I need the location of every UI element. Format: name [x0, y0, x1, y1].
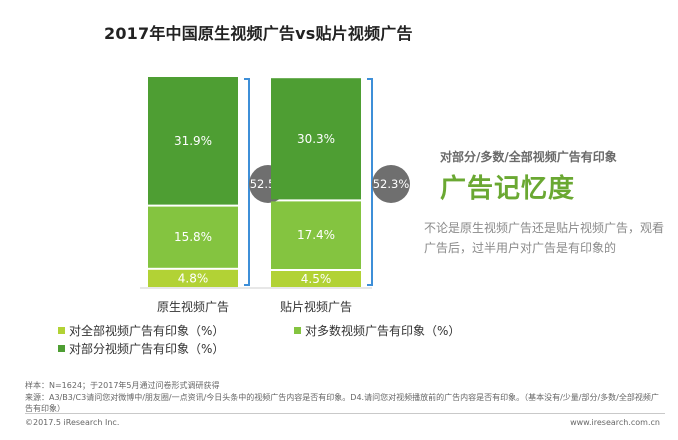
category-label: 原生视频广告 [157, 299, 229, 314]
website-text: www.iresearch.com.cn [570, 418, 660, 427]
legend-swatch-most [294, 327, 301, 334]
bar-value-label: 17.4% [297, 228, 335, 242]
footnote-sample: 样本：N=1624；于2017年5月通过问卷形式调研获得 [25, 381, 220, 390]
total-label: 52.3% [373, 177, 410, 191]
total-bracket [244, 78, 250, 286]
legend-label-all: 对全部视频广告有印象（%） [69, 324, 225, 338]
bar-segment-1-1 [271, 201, 361, 269]
bar-segment-1-2 [271, 78, 361, 200]
legend-item-all: 对全部视频广告有印象（%） [58, 322, 224, 339]
bar-segment-0-1 [148, 206, 238, 268]
legend-item-most: 对多数视频广告有印象（%） [294, 322, 460, 339]
side-panel-headline: 广告记忆度 [440, 174, 576, 204]
side-panel-subtitle: 对部分/多数/全部视频广告有印象 [440, 150, 617, 164]
bar-segment-1-0 [271, 271, 361, 287]
bar-segment-0-0 [148, 269, 238, 287]
total-bubble [372, 165, 410, 203]
bar-value-label: 4.8% [178, 271, 209, 285]
total-bracket [367, 78, 373, 286]
category-label: 贴片视频广告 [280, 299, 352, 314]
legend-item-some: 对部分视频广告有印象（%） [58, 340, 224, 357]
legend-label-some: 对部分视频广告有印象（%） [69, 342, 225, 356]
bar-value-label: 4.5% [301, 272, 332, 286]
legend-label-most: 对多数视频广告有印象（%） [305, 324, 461, 338]
chart-title: 2017年中国原生视频广告vs贴片视频广告 [104, 24, 413, 43]
bar-segment-0-2 [148, 77, 238, 205]
legend-swatch-some [58, 345, 65, 352]
legend-swatch-all [58, 327, 65, 334]
side-panel-description: 不论是原生视频广告还是贴片视频广告，观看广告后，过半用户对广告是有印象的 [424, 221, 665, 255]
bar-value-label: 31.9% [174, 134, 212, 148]
footnote-source: 来源：A3/B3/C3请问您对微博中/朋友圈/一点资讯/今日头条中的视频广告内容… [25, 393, 659, 413]
bar-value-label: 30.3% [297, 132, 335, 146]
footer-divider [25, 413, 665, 414]
copyright-text: ©2017.5 iResearch Inc. [25, 418, 120, 427]
bar-value-label: 15.8% [174, 230, 212, 244]
